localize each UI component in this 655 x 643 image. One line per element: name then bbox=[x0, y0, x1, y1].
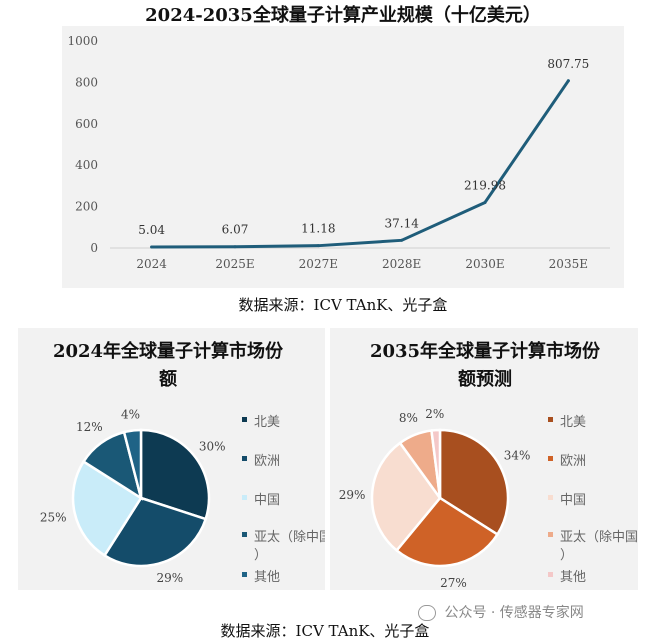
legend-swatch bbox=[548, 532, 553, 537]
legend-swatch bbox=[548, 495, 553, 500]
slice-value-label: 34% bbox=[504, 449, 531, 463]
legend-label: 欧洲 bbox=[254, 454, 280, 469]
slice-value-label: 30% bbox=[199, 439, 226, 453]
data-label: 219.98 bbox=[464, 178, 506, 192]
pie-slice bbox=[122, 428, 143, 499]
legend-swatch bbox=[548, 572, 553, 577]
pie-right-title: 2035年全球量子计算市场份 额预测 bbox=[335, 338, 635, 394]
slice-value-label: 29% bbox=[156, 571, 183, 585]
y-tick-label: 200 bbox=[75, 200, 98, 214]
x-tick-label: 2025E bbox=[215, 257, 254, 271]
data-label: 807.75 bbox=[547, 57, 589, 71]
x-tick-label: 2030E bbox=[465, 257, 504, 271]
legend-label: 亚太（除中国 bbox=[560, 530, 638, 545]
x-tick-label: 2024 bbox=[136, 257, 167, 271]
legend-swatch bbox=[548, 456, 553, 461]
legend-label: 其他 bbox=[254, 570, 280, 585]
pie-right-title-line1: 2035年全球量子计算市场份 bbox=[369, 341, 601, 362]
pie-left-title-line1: 2024年全球量子计算市场份 bbox=[52, 341, 284, 362]
slice-value-label: 29% bbox=[339, 488, 366, 502]
pie-slice bbox=[139, 428, 211, 521]
slice-value-label: 4% bbox=[121, 408, 140, 422]
line-chart: 0 200 400 600 800 1000 2024 2025E 2027E 2028E 2030… bbox=[67, 34, 610, 271]
slice-value-label: 2% bbox=[425, 407, 444, 421]
legend-swatch bbox=[242, 532, 247, 537]
data-label: 37.14 bbox=[384, 216, 419, 230]
pie-slice bbox=[370, 441, 442, 553]
legend-label-cont: ） bbox=[254, 548, 267, 563]
watermark: 公众号 · 传感器专家网 bbox=[418, 602, 584, 622]
pie-slice bbox=[430, 428, 442, 499]
data-point bbox=[483, 200, 487, 204]
legend-label: 中国 bbox=[560, 493, 586, 508]
legend-label-cont: ） bbox=[560, 548, 573, 563]
legend-swatch bbox=[548, 417, 553, 422]
y-tick-label: 600 bbox=[75, 117, 98, 131]
legend-swatch bbox=[242, 456, 247, 461]
line-chart-source: 数据来源：ICV TAnK、光子盒 bbox=[238, 296, 448, 314]
legend-swatch bbox=[242, 417, 247, 422]
data-point bbox=[233, 245, 237, 249]
slice-value-label: 25% bbox=[40, 511, 67, 525]
data-label: 6.07 bbox=[222, 223, 249, 237]
legend-label: 北美 bbox=[254, 415, 280, 430]
data-point bbox=[400, 238, 404, 242]
line-chart-title: 2024-2035全球量子计算产业规模（十亿美元） bbox=[145, 5, 541, 26]
legend-label: 其他 bbox=[560, 570, 586, 585]
legend-swatch bbox=[242, 572, 247, 577]
data-point bbox=[150, 245, 154, 249]
data-point bbox=[566, 79, 570, 83]
legend-swatch bbox=[242, 495, 247, 500]
legend-label: 亚太（除中国 bbox=[254, 530, 325, 545]
slice-value-label: 27% bbox=[440, 576, 467, 590]
legend-label: 欧洲 bbox=[560, 454, 586, 469]
bottom-source: 数据来源：ICV TAnK、光子盒 bbox=[220, 622, 430, 640]
pie-slice bbox=[71, 459, 143, 558]
pie-slice bbox=[394, 496, 500, 568]
data-label: 11.18 bbox=[301, 222, 335, 236]
x-tick-label: 2035E bbox=[549, 257, 588, 271]
y-tick-label: 0 bbox=[90, 241, 98, 255]
watermark-text: 公众号 · 传感器专家网 bbox=[444, 605, 584, 621]
data-point bbox=[316, 244, 320, 248]
x-tick-label: 2027E bbox=[299, 257, 338, 271]
pie-left-title-line2: 额 bbox=[159, 369, 177, 390]
slice-value-label: 12% bbox=[76, 420, 103, 434]
wechat-icon bbox=[418, 605, 436, 621]
pie-right-title-line2: 额预测 bbox=[458, 369, 512, 390]
legend-label: 北美 bbox=[560, 415, 586, 430]
y-tick-label: 1000 bbox=[67, 34, 98, 48]
data-label: 5.04 bbox=[138, 223, 165, 237]
pie-slice bbox=[102, 496, 208, 568]
legend-label: 中国 bbox=[254, 493, 280, 508]
x-tick-label: 2028E bbox=[382, 257, 421, 271]
pie-left-title: 2024年全球量子计算市场份 额 bbox=[18, 338, 318, 394]
y-tick-label: 400 bbox=[75, 158, 98, 172]
slice-value-label: 8% bbox=[399, 411, 418, 425]
y-tick-label: 800 bbox=[75, 75, 98, 89]
series-line bbox=[150, 79, 570, 249]
